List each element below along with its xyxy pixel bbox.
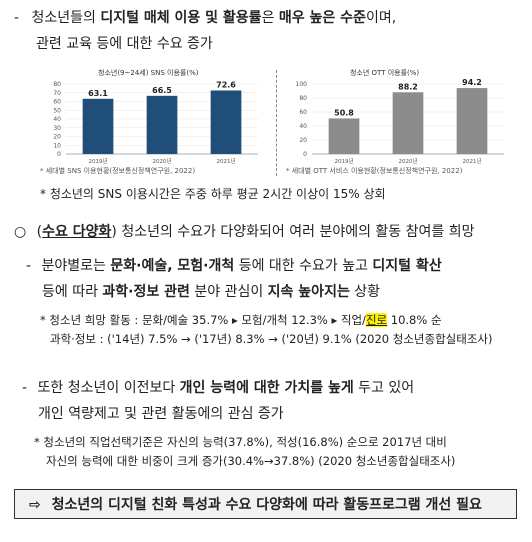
text: 분야별로는 [41,258,111,274]
y-tick-label: 40 [299,123,307,130]
note-job-criteria-line2: 자신의 능력에 대한 비중이 크게 증가(30.4%→37.8%) (2020 … [46,454,456,468]
chart-sns-usage: 청소년(9~24세) SNS 이용률(%) 0 10 20 30 40 50 60 70 80 6… [36,62,266,180]
bar [146,95,178,154]
bar [210,90,242,154]
bullet-circle: ○ [14,224,27,240]
text: 청소년의 수요가 다양화되어 여러 분야에의 활동 참여를 희망 [116,224,475,240]
y-tick-label: 80 [299,95,307,102]
y-tick-label: 60 [299,109,307,116]
y-tick-label: 40 [53,116,61,123]
emphasis-culture-art: 문화·예술, 모험·개척 [110,258,235,274]
summary-text: ⇨ 청소년의 디지털 친화 특성과 수요 다양화에 따라 활동프로그램 개선 필… [29,494,482,514]
emphasis-digital-usage: 디지털 매체 이용 및 활용률 [100,10,262,26]
y-tick-label: 50 [53,107,61,114]
data-label: 94.2 [462,78,482,87]
text: 10.8% 순 [387,313,442,327]
note-hope-activity-line1: * 청소년 희망 활동 : 문화/예술 35.7% ▸ 모험/개척 12.3% … [40,312,442,329]
bar [456,88,488,154]
data-label: 66.5 [152,86,172,95]
y-tick-label: 0 [57,151,61,158]
chart-svg: 0 20 40 60 80 100 50.8 2019년 88.2 2020년 94.2 2021년 [296,78,504,165]
arrow-icon: ⇨ [29,497,41,513]
section4-line2: 개인 역량제고 및 관련 활동에의 관심 증가 [38,406,284,422]
text: 은 [261,10,279,26]
bullet-dash: - [14,10,20,26]
text: 등에 따라 [42,284,103,300]
text: 두고 있어 [353,380,415,396]
text: * 청소년 희망 활동 : 문화/예술 35.7% ▸ 모험/개척 12.3% … [40,313,366,327]
note-hope-activity-line2: 과학·정보 : ('14년) 7.5% → ('17년) 8.3% → ('20… [50,332,493,346]
chart-title: 청소년 OTT 이용률(%) [350,69,420,77]
text: 등에 대한 수요가 높고 [234,258,373,274]
bullet-dash: - [22,380,28,396]
chart-divider [276,70,277,176]
summary-label: 청소년의 디지털 친화 특성과 수요 다양화에 따라 활동프로그램 개선 필요 [51,497,482,513]
section2-line: ○ (수요 다양화) 청소년의 수요가 다양화되어 여러 분야에의 활동 참여를… [14,222,475,242]
paren-open: ( [36,224,43,240]
x-tick-label: 2020년 [398,157,417,165]
chart-source: * 세대별 OTT 서비스 이용현황(정보통신정책연구원, 2022) [286,167,463,175]
summary-box: ⇨ 청소년의 디지털 친화 특성과 수요 다양화에 따라 활동프로그램 개선 필… [14,489,517,519]
section1-line1: - 청소년들의 디지털 매체 이용 및 활용률은 매우 높은 수준이며, [14,8,396,28]
chart-ott-usage: 청소년 OTT 이용률(%) 0 20 40 60 80 100 50.8 2019년 88.2… [282,62,512,180]
x-tick-label: 2019년 [334,157,353,165]
note-sns-time: * 청소년의 SNS 이용시간은 주중 하루 평균 2시간 이상이 15% 상회 [40,187,386,201]
label-demand-diversification: 수요 다양화 [42,224,112,240]
y-tick-label: 20 [299,137,307,144]
text: 상황 [349,284,381,300]
y-tick-label: 60 [53,99,61,106]
y-tick-label: 20 [53,134,61,141]
text: 이며, [365,10,397,26]
text: 또한 청소년이 이전보다 [37,380,180,396]
y-tick-label: 10 [53,142,61,149]
emphasis-science-info: 과학·정보 관련 [102,284,190,300]
x-tick-label: 2019년 [88,157,107,165]
section4-line1: - 또한 청소년이 이전보다 개인 능력에 대한 가치를 높게 두고 있어 [22,378,414,398]
paren-close: ) [111,224,117,240]
chart-title: 청소년(9~24세) SNS 이용률(%) [98,69,199,77]
text: 청소년들의 [31,10,101,26]
data-label: 72.6 [216,80,236,89]
section1-line2: 관련 교육 등에 대한 수요 증가 [36,36,213,52]
note-job-criteria-line1: * 청소년의 직업선택기준은 자신의 능력(37.8%), 적성(16.8%) … [34,435,447,449]
y-tick-label: 80 [53,81,61,88]
data-label: 88.2 [398,82,418,91]
bullet-dash: - [26,258,32,274]
section3-line1: - 분야별로는 문화·예술, 모험·개척 등에 대한 수요가 높고 디지털 확산 [26,256,442,276]
y-tick-label: 30 [53,125,61,132]
emphasis-digital-spread: 디지털 확산 [372,258,442,274]
y-tick-label: 100 [296,81,308,88]
chart-source: * 세대별 SNS 이용현황(정보통신정책연구원, 2022) [40,167,196,175]
emphasis-rising: 지속 높아지는 [267,284,350,300]
bar [392,92,424,154]
x-tick-label: 2021년 [216,157,235,165]
highlight-career: 진로 [365,313,388,327]
chart-svg: 0102030405060708063.12019년66.52020년72.62… [53,80,258,165]
emphasis-personal-ability: 개인 능력에 대한 가치를 높게 [179,380,354,396]
text: 분야 관심이 [189,284,268,300]
data-label: 63.1 [88,89,108,98]
emphasis-very-high: 매우 높은 수준 [278,10,366,26]
y-tick-label: 0 [303,151,307,158]
x-tick-label: 2021년 [462,157,481,165]
bar [82,98,114,154]
bar [328,118,360,154]
data-label: 50.8 [334,108,354,117]
y-tick-label: 70 [53,90,61,97]
section3-line2: 등에 따라 과학·정보 관련 분야 관심이 지속 높아지는 상황 [42,282,380,302]
x-tick-label: 2020년 [152,157,171,165]
